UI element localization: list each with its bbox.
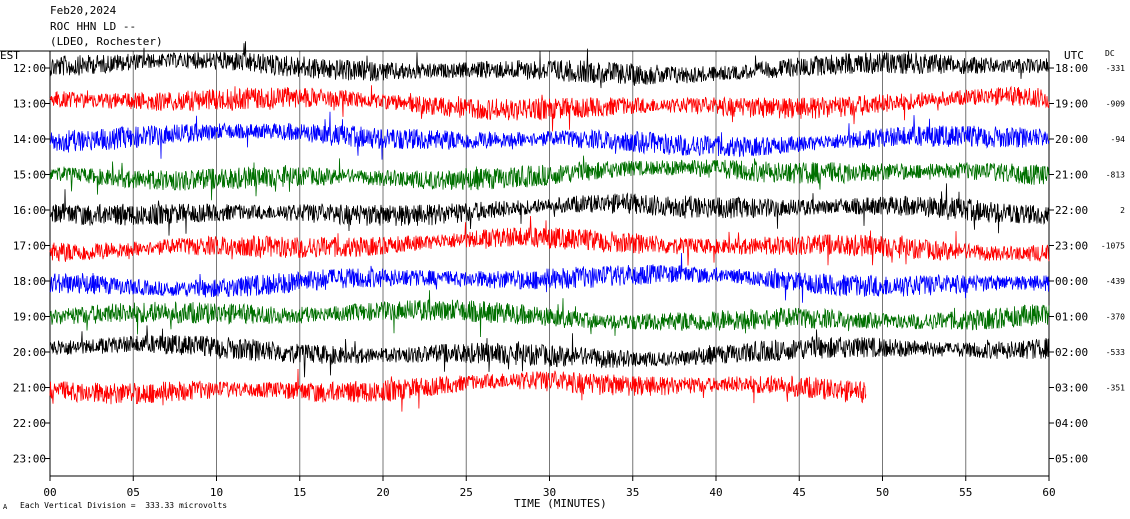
dc-offset-label: -331	[1106, 64, 1125, 73]
corner-mark: A	[3, 503, 8, 511]
network-label: (LDEO, Rochester)	[50, 35, 163, 48]
hour-label-utc: 19:00	[1055, 98, 1088, 111]
x-tick-label: 40	[709, 486, 722, 499]
seismic-trace-1900	[49, 290, 1050, 338]
hour-label-utc: 02:00	[1055, 346, 1088, 359]
hour-label-est: 22:00	[13, 417, 46, 430]
seismic-trace-1600	[49, 183, 1050, 236]
x-tick-label: 55	[959, 486, 972, 499]
hour-label-est: 23:00	[13, 453, 46, 466]
seismic-trace-1300	[49, 85, 1050, 132]
x-axis-title: TIME (MINUTES)	[514, 497, 607, 510]
dc-offset-label: -813	[1106, 171, 1125, 180]
hour-label-est: 19:00	[13, 311, 46, 324]
seismic-trace-1400	[49, 111, 1050, 160]
hour-label-utc: 04:00	[1055, 417, 1088, 430]
hour-label-est: 13:00	[13, 98, 46, 111]
x-tick-label: 10	[210, 486, 223, 499]
station-label: ROC HHN LD --	[50, 20, 137, 33]
x-tick-label: 05	[127, 486, 140, 499]
x-tick-label: 20	[376, 486, 389, 499]
hour-label-est: 12:00	[13, 62, 46, 75]
x-tick-label: 15	[293, 486, 306, 499]
hour-label-est: 20:00	[13, 346, 46, 359]
dc-offset-label: -533	[1106, 348, 1125, 357]
seismic-trace-2000	[49, 325, 1050, 378]
hour-label-utc: 05:00	[1055, 453, 1088, 466]
dc-offset-label: -1075	[1101, 242, 1125, 251]
dc-offset-label: -94	[1111, 135, 1126, 144]
hour-label-est: 21:00	[13, 382, 46, 395]
x-tick-label: 45	[793, 486, 806, 499]
seismic-trace-1200	[49, 41, 1050, 89]
seismic-trace-2100	[49, 368, 867, 412]
hour-label-est: 14:00	[13, 133, 46, 146]
seismic-trace-1700	[49, 215, 1050, 266]
x-tick-label: 35	[626, 486, 639, 499]
dc-offset-label: -370	[1106, 313, 1125, 322]
seismic-trace-1500	[49, 155, 1050, 201]
seismic-trace-1800	[49, 252, 1050, 303]
hour-label-utc: 21:00	[1055, 169, 1088, 182]
hour-label-utc: 00:00	[1055, 275, 1088, 288]
dc-offset-label: 2	[1120, 206, 1125, 215]
hour-label-est: 17:00	[13, 240, 46, 253]
hour-label-utc: 03:00	[1055, 382, 1088, 395]
x-tick-label: 00	[43, 486, 56, 499]
x-tick-label: 60	[1042, 486, 1055, 499]
right-timezone-label: UTC	[1064, 49, 1084, 62]
x-tick-label: 25	[460, 486, 473, 499]
date-label: Feb20,2024	[50, 4, 117, 17]
hour-label-est: 16:00	[13, 204, 46, 217]
left-timezone-label: EST	[0, 49, 20, 62]
hour-label-utc: 01:00	[1055, 311, 1088, 324]
scale-note: Each Vertical Division = 333.33 microvol…	[20, 501, 228, 510]
hour-label-est: 18:00	[13, 275, 46, 288]
dc-offset-label: -351	[1106, 384, 1125, 393]
dc-offset-label: -909	[1106, 100, 1125, 109]
x-tick-label: 30	[543, 486, 556, 499]
dc-offset-label: -439	[1106, 277, 1125, 286]
hour-label-utc: 22:00	[1055, 204, 1088, 217]
hour-label-est: 15:00	[13, 169, 46, 182]
hour-label-utc: 20:00	[1055, 133, 1088, 146]
x-tick-label: 50	[876, 486, 889, 499]
hour-label-utc: 23:00	[1055, 240, 1088, 253]
dc-header-label: DC	[1105, 49, 1115, 58]
hour-label-utc: 18:00	[1055, 62, 1088, 75]
